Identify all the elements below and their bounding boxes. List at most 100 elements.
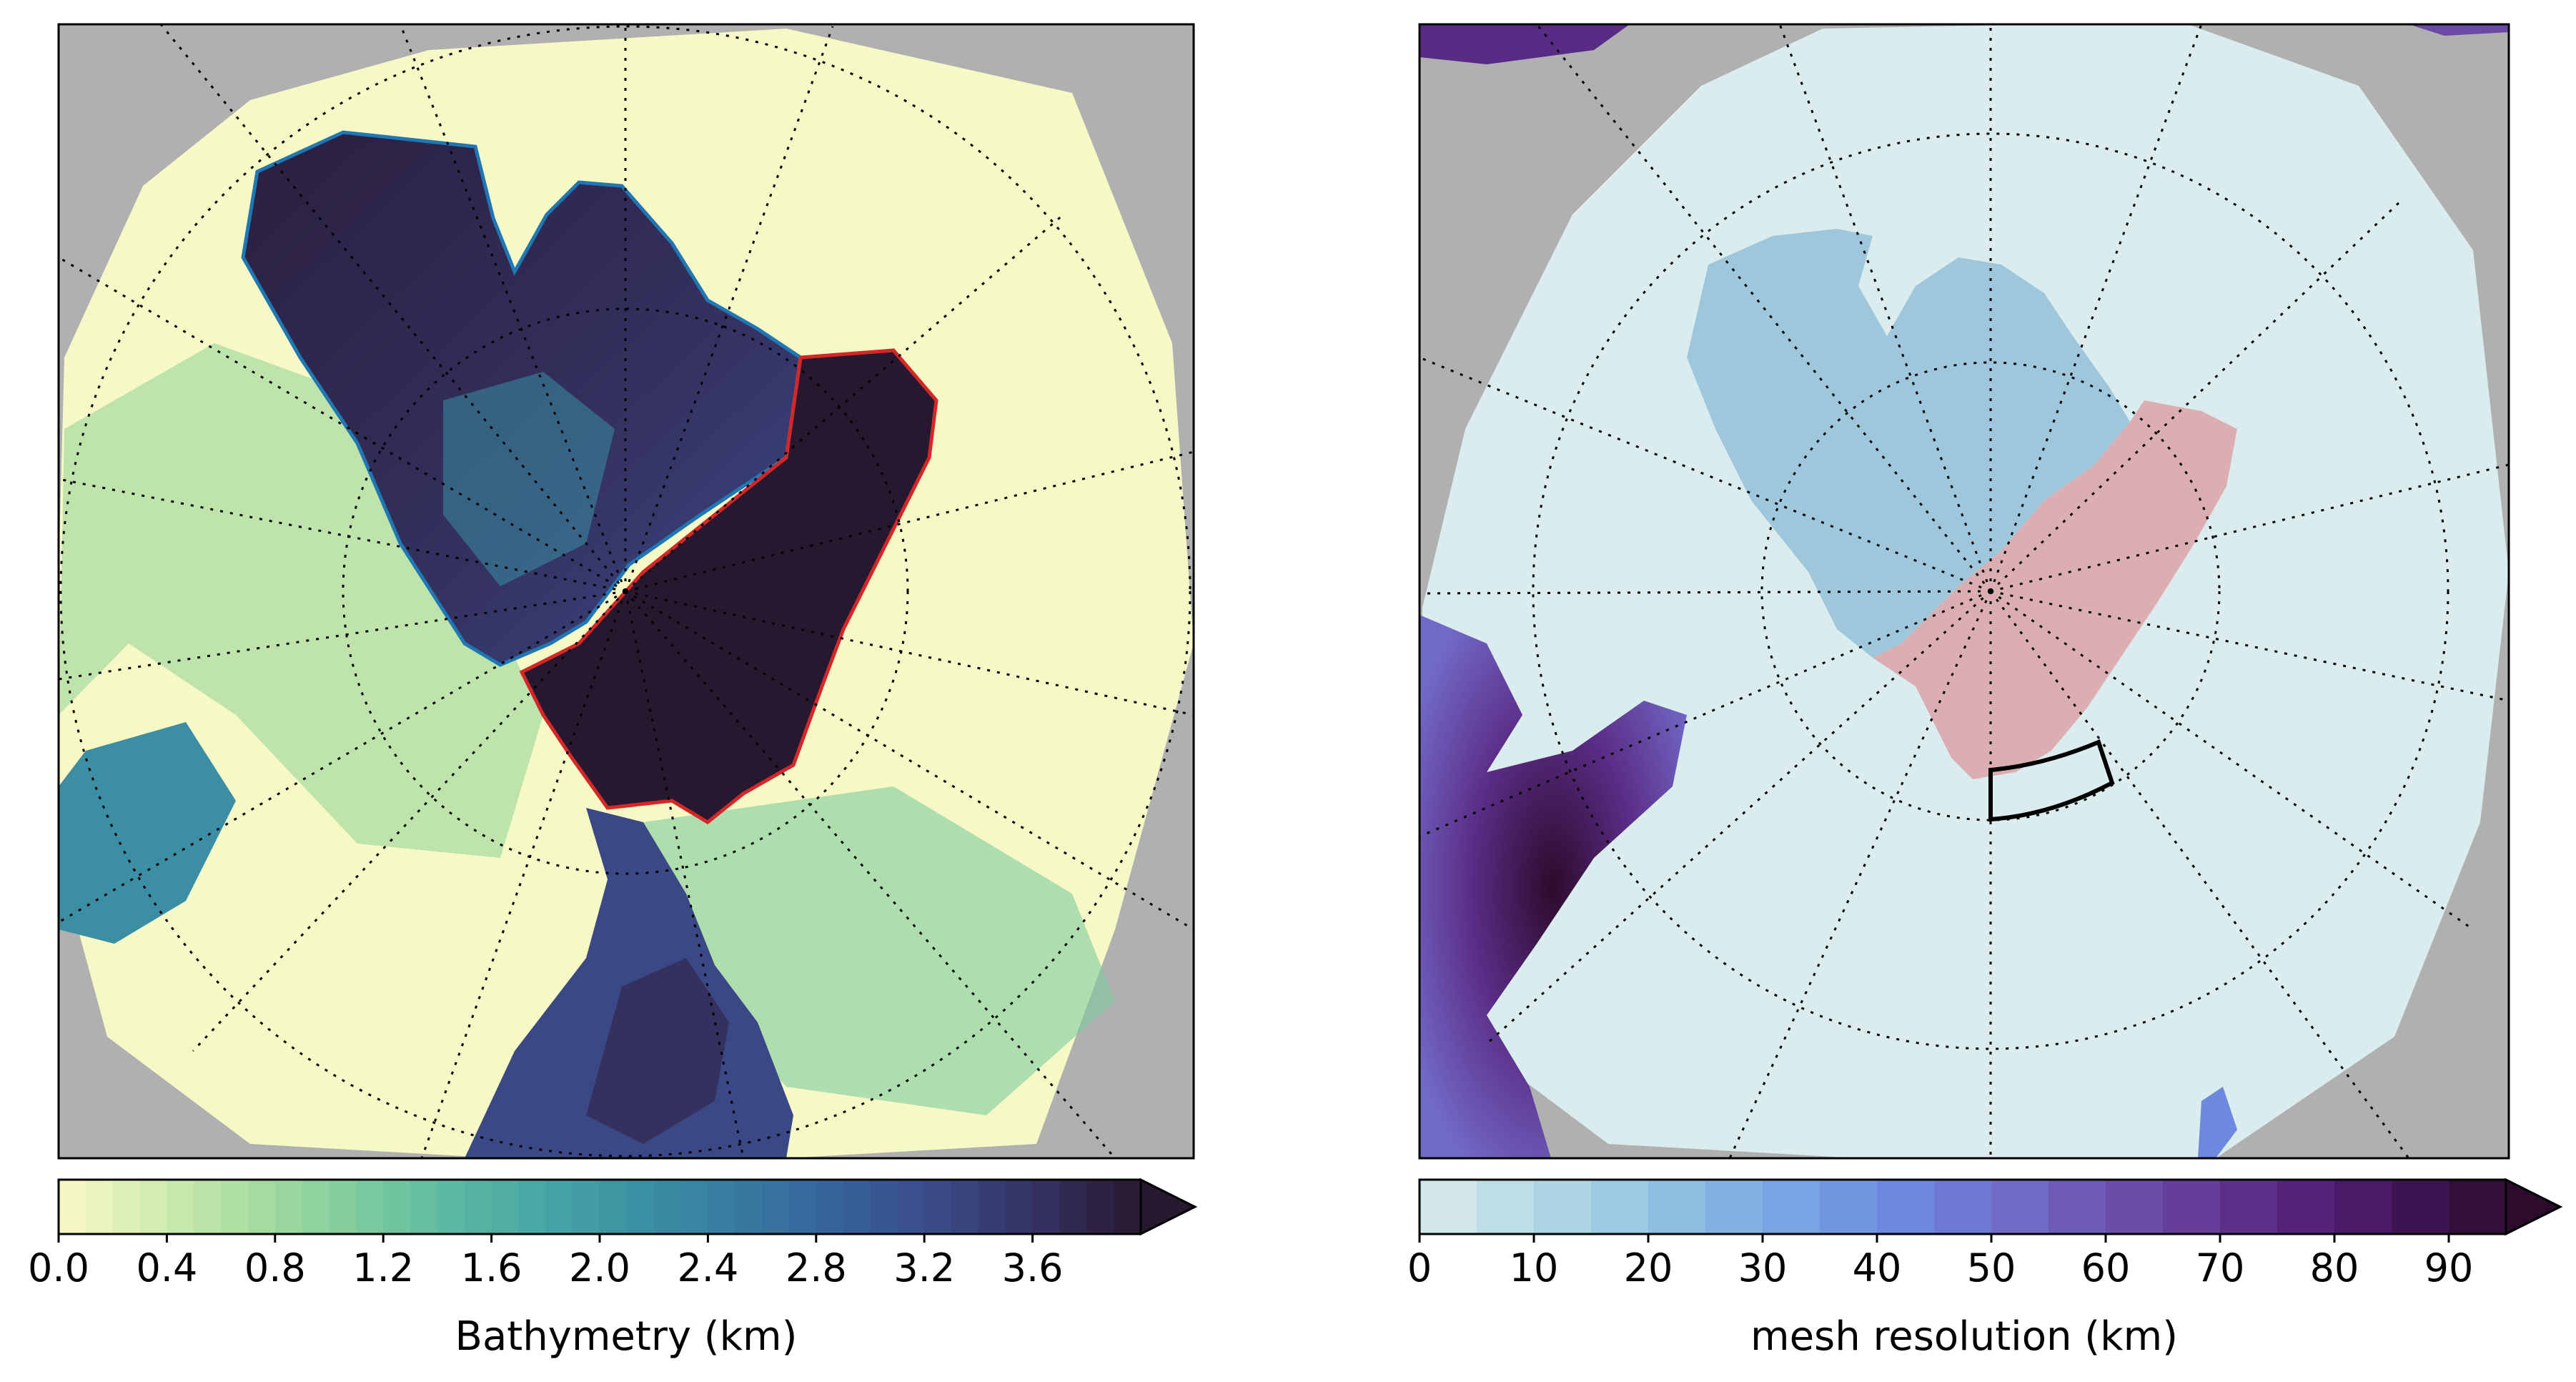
colorbar-level (112, 1180, 141, 1234)
colorbar-extend-triangle (1139, 1178, 1198, 1236)
colorbar-level (1705, 1180, 1763, 1234)
bathymetry-colorbar: 0.0 0.4 0.8 1.2 1.6 2.0 2.4 2.8 3.2 3.6 (28, 1178, 1198, 1290)
colorbar-level (1591, 1180, 1649, 1234)
colorbar-level (978, 1180, 1006, 1234)
colorbar-level (1032, 1180, 1061, 1234)
colorbar-level (410, 1180, 438, 1234)
colorbar-level (626, 1180, 655, 1234)
colorbar-tick-label: 60 (2081, 1245, 2131, 1290)
colorbar-tick-label: 90 (2424, 1245, 2474, 1290)
colorbar-level (1763, 1180, 1820, 1234)
colorbar-level (1005, 1180, 1034, 1234)
coarse-mesh-atlantic (1420, 615, 1687, 1158)
colorbar-level (464, 1180, 492, 1234)
colorbar-level (302, 1180, 330, 1234)
colorbar-level (870, 1180, 898, 1234)
graticule-right (1420, 24, 2509, 1158)
colorbar-level (437, 1180, 465, 1234)
colorbar-level (600, 1180, 628, 1234)
bathymetry-colorbar-label: Bathymetry (km) (455, 1313, 798, 1360)
colorbar-level (2277, 1180, 2335, 1234)
colorbar-outline (1418, 1178, 2506, 1235)
colorbar-level (788, 1180, 817, 1234)
colorbar-tick-label: 0.0 (28, 1245, 89, 1290)
colorbar-level (924, 1180, 952, 1234)
colorbar-level (194, 1180, 222, 1234)
colorbar-tick-label: 0 (1407, 1245, 1432, 1290)
colorbar-level (1059, 1180, 1087, 1234)
colorbar-tick-label: 2.0 (569, 1245, 630, 1290)
colorbar-level (356, 1180, 384, 1234)
mesh-resolution-map (1420, 24, 2509, 1158)
colorbar-level (708, 1180, 735, 1234)
colorbar-level (680, 1180, 708, 1234)
colorbar-level (1648, 1180, 1706, 1234)
colorbar-level (843, 1180, 871, 1234)
colorbar-level (2449, 1180, 2507, 1234)
colorbar-level (167, 1180, 194, 1234)
bathymetry-map-frame (57, 23, 1195, 1160)
colorbar-tick-label: 70 (2196, 1245, 2245, 1290)
amerasian-basin-region (1687, 229, 2130, 658)
colorbar-level (221, 1180, 249, 1234)
colorbar-tick-label: 0.4 (136, 1245, 197, 1290)
colorbar-level (2163, 1180, 2221, 1234)
colorbar-level (329, 1180, 357, 1234)
coarse-mesh-north (1420, 24, 1630, 64)
colorbar-level (139, 1180, 167, 1234)
colorbar-level (383, 1180, 411, 1234)
colorbar-level (1420, 1180, 1477, 1234)
eurasian-basin-deep (522, 350, 936, 822)
colorbar-tick-label: 1.2 (352, 1245, 414, 1290)
colorbar-tick-label: 1.6 (461, 1245, 522, 1290)
colorbar-level (951, 1180, 979, 1234)
colorbar-level (1534, 1180, 1592, 1234)
colorbar-tick-label: 0.8 (244, 1245, 306, 1290)
colorbar-level (2220, 1180, 2278, 1234)
coarse-mesh-pacific (2198, 1087, 2237, 1158)
colorbar-level (59, 1180, 86, 1234)
colorbar-level (1877, 1180, 1935, 1234)
colorbar-tick-label: 40 (1853, 1245, 1902, 1290)
colorbar-level (573, 1180, 600, 1234)
colorbar-level (1991, 1180, 2049, 1234)
colorbar-level (274, 1180, 303, 1234)
atlantic-gateway-deep (586, 958, 729, 1144)
colorbar-tick-label: 3.2 (893, 1245, 955, 1290)
colorbar-level (1934, 1180, 1992, 1234)
colorbar-tick-label: 10 (1510, 1245, 1559, 1290)
colorbar-level (2106, 1180, 2164, 1234)
colorbar-tick-label: 3.6 (1002, 1245, 1064, 1290)
colorbar-tick-label: 80 (2310, 1245, 2359, 1290)
colorbar-level (1820, 1180, 1878, 1234)
colorbar-level (518, 1180, 546, 1234)
amerasian-basin-mid (443, 372, 615, 586)
colorbar-extend-triangle (2505, 1178, 2563, 1236)
colorbar-level (545, 1180, 573, 1234)
colorbar-level (2049, 1180, 2106, 1234)
eurasian-basin-region (1873, 400, 2237, 779)
colorbar-level (816, 1180, 844, 1234)
section-box (1988, 739, 2115, 822)
colorbar-tick-label: 30 (1738, 1245, 1788, 1290)
colorbar-level (653, 1180, 682, 1234)
colorbar-tick-label: 50 (1967, 1245, 2016, 1290)
colorbar-tick-label: 2.8 (786, 1245, 847, 1290)
colorbar-tick-label: 2.4 (677, 1245, 738, 1290)
eurasian-basin-outline (519, 348, 938, 825)
colorbar-level (1477, 1180, 1535, 1234)
colorbar-level (247, 1180, 276, 1234)
mesh-resolution-colorbar-label: mesh resolution (km) (1750, 1313, 2178, 1360)
mesh-resolution-colorbar: 0 10 20 30 40 50 60 70 80 90 (1407, 1178, 2563, 1290)
shelf-green (59, 343, 543, 858)
colorbar-level (897, 1180, 925, 1234)
colorbar-level (1114, 1180, 1141, 1234)
colorbar-level (491, 1180, 520, 1234)
colorbar-level (2392, 1180, 2449, 1234)
colorbar-tick-label: 20 (1624, 1245, 1673, 1290)
colorbar-level (735, 1180, 763, 1234)
coarse-mesh-northeast (2409, 24, 2509, 36)
colorbar-level (762, 1180, 790, 1234)
mesh-resolution-map-frame (1418, 23, 2510, 1160)
